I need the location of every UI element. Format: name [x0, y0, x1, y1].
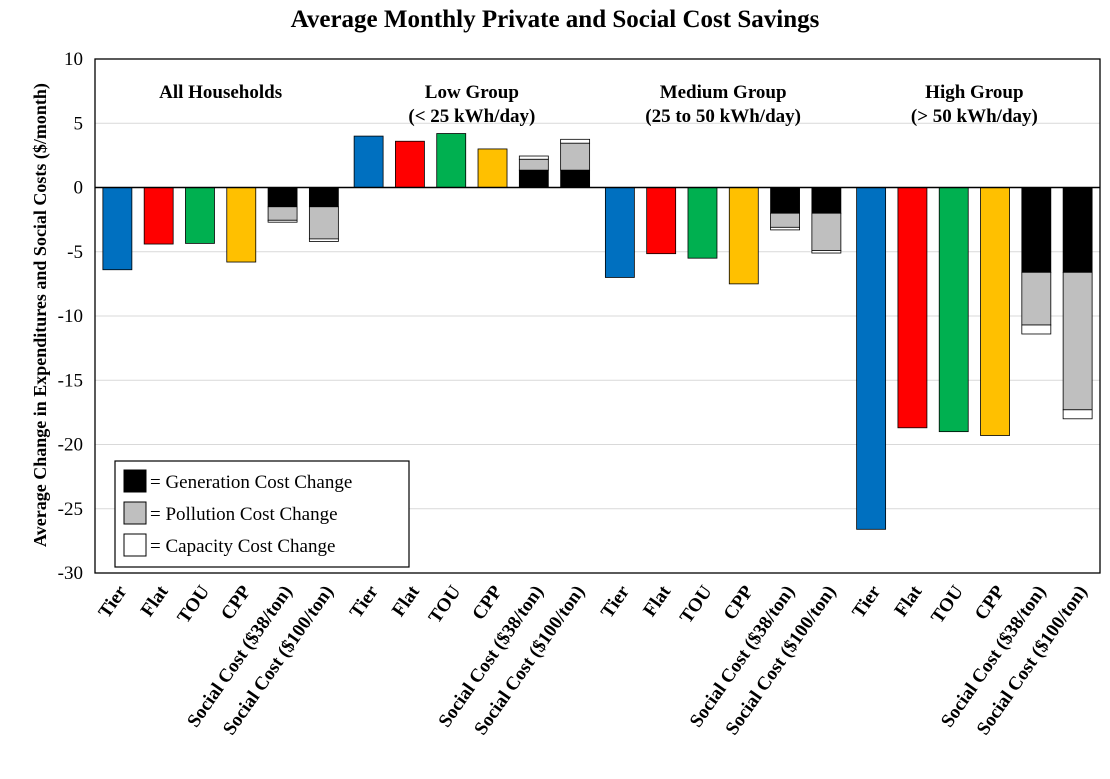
group-label: (< 25 kWh/day)	[408, 106, 535, 127]
bar-segment-capacity	[518, 155, 549, 160]
bar-segment-capacity	[1021, 324, 1052, 335]
bar-segment-generation	[770, 187, 800, 214]
bar	[646, 187, 677, 255]
bar	[980, 187, 1010, 436]
y-tick-labels: 10 5 0 -5 -10 -15 -20 -25 -30	[58, 49, 83, 584]
bar-segment-pollution	[518, 158, 549, 171]
legend-label-capacity: = Capacity Cost Change	[150, 536, 335, 557]
bar-segment-pollution	[267, 206, 298, 221]
bar-segment-pollution	[770, 212, 800, 228]
bar-segment-pollution	[1021, 271, 1052, 326]
x-tick-label: CPP	[468, 582, 507, 625]
group-label: High Group	[925, 82, 1023, 103]
bar-segment-generation	[308, 187, 339, 208]
legend-label-generation: = Generation Cost Change	[150, 472, 352, 493]
group-label: Medium Group	[660, 82, 787, 103]
bar-segment-generation	[560, 169, 591, 188]
bar-segment-capacity	[1062, 409, 1093, 420]
bar	[604, 187, 635, 278]
bar-segment-generation	[267, 187, 298, 208]
y-tick-label: -25	[58, 499, 83, 520]
x-tick-label: Tier	[94, 581, 131, 622]
group-labels: All Households Low Group (< 25 kWh/day) Med…	[159, 82, 1038, 127]
chart-title: Average Monthly Private and Social Cost …	[291, 6, 820, 33]
y-tick-label: -5	[67, 242, 83, 263]
x-tick-label: Flat	[388, 581, 424, 620]
x-tick-label: CPP	[217, 582, 256, 625]
bar-segment-capacity	[560, 138, 591, 144]
legend-label-pollution: = Pollution Cost Change	[150, 504, 338, 525]
bar-segment-pollution	[308, 206, 339, 240]
group-label: (> 50 kWh/day)	[911, 106, 1038, 127]
bar-segment-capacity	[770, 226, 800, 231]
bar-segment-generation	[811, 187, 842, 214]
bar-segment-pollution	[1062, 271, 1093, 411]
x-tick-label: TOU	[676, 582, 717, 628]
x-tick-label: Tier	[597, 581, 634, 622]
bar	[353, 135, 384, 188]
bar	[938, 187, 969, 433]
y-tick-label: -10	[58, 306, 83, 327]
y-tick-label: -20	[58, 435, 83, 456]
bar-segment-generation	[1062, 187, 1093, 273]
bar	[897, 187, 928, 429]
bar	[143, 187, 174, 245]
legend-box	[114, 460, 410, 568]
y-tick-label: -30	[58, 563, 83, 584]
x-tick-label: TOU	[173, 582, 214, 628]
bar	[477, 148, 508, 188]
x-tick-label: CPP	[719, 582, 758, 625]
x-tick-label: CPP	[971, 582, 1010, 625]
y-tick-label: -15	[58, 370, 83, 391]
bar	[436, 133, 467, 188]
y-tick-label: 0	[74, 178, 84, 199]
bar-segment-capacity	[267, 219, 298, 223]
bar-segment-pollution	[811, 212, 842, 251]
bar	[226, 187, 257, 263]
x-tick-label: Flat	[891, 581, 927, 620]
bar	[856, 187, 887, 530]
bar-segment-generation	[518, 169, 549, 188]
y-axis-label: Average Change in Expenditures and Socia…	[30, 83, 51, 547]
bar-segment-generation	[1021, 187, 1052, 273]
x-tick-label: Flat	[137, 581, 173, 620]
bars	[102, 133, 1093, 530]
x-tick-label: TOU	[425, 582, 466, 628]
bar	[102, 187, 133, 271]
y-tick-label: 5	[74, 113, 84, 134]
bar	[185, 187, 215, 244]
group-label: All Households	[159, 82, 282, 103]
plot-area-frame	[94, 58, 1101, 574]
x-tick-label: Flat	[639, 581, 675, 620]
legend-swatch-capacity	[123, 533, 147, 557]
x-tick-label: TOU	[927, 582, 968, 628]
bar	[728, 187, 759, 285]
y-tick-label: 10	[64, 49, 83, 70]
group-label: (25 to 50 kWh/day)	[645, 106, 801, 127]
legend-swatch-generation	[123, 469, 147, 493]
bar	[395, 140, 425, 188]
legend-swatch-pollution	[123, 501, 147, 525]
bar-segment-capacity	[308, 238, 339, 242]
bar-segment-pollution	[560, 142, 591, 171]
bar-segment-capacity	[811, 250, 842, 254]
x-tick-label: Tier	[346, 581, 383, 622]
bar	[687, 187, 718, 259]
group-label: Low Group	[425, 82, 519, 103]
x-tick-label: Tier	[848, 581, 885, 622]
legend: = Generation Cost Change = Pollution Cost…	[114, 460, 410, 568]
